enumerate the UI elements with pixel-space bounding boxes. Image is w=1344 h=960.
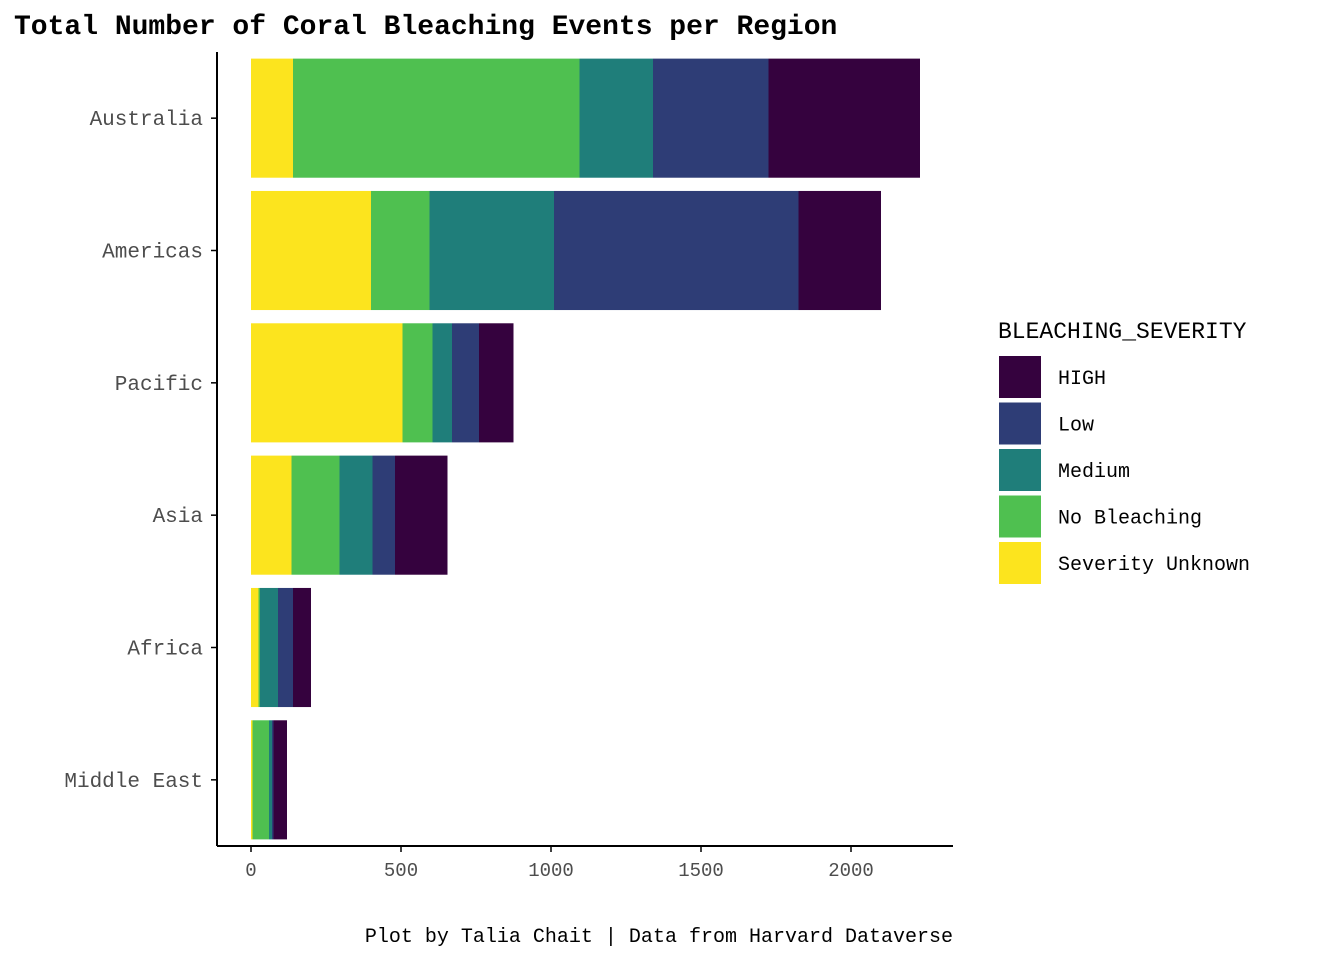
bar-middle-east-high: [273, 720, 287, 840]
bar-americas-high: [798, 190, 881, 311]
chart-caption: Plot by Talia Chait | Data from Harvard …: [365, 926, 953, 949]
bar-pacific-high: [479, 323, 514, 443]
legend-swatch-low: [999, 402, 1041, 445]
bar-asia-medium: [339, 455, 373, 575]
legend-label: Severity Unknown: [1058, 554, 1250, 577]
bar-asia-high: [395, 455, 448, 575]
y-tick-label: Australia: [90, 109, 203, 132]
bar-americas-low: [554, 190, 799, 311]
bar-pacific-medium: [432, 323, 452, 443]
x-tick-label: 0: [245, 860, 256, 882]
bar-africa-low: [278, 587, 293, 708]
bar-australia-low: [653, 58, 769, 178]
legend-swatch-no-bleaching: [999, 495, 1041, 538]
bar-pacific-low: [452, 323, 479, 443]
bar-asia-low: [372, 455, 395, 575]
bar-australia-medium: [579, 58, 653, 178]
bar-pacific-no-bleaching: [402, 323, 433, 443]
y-tick-label: Africa: [127, 639, 203, 662]
y-tick-label: Middle East: [64, 771, 203, 794]
x-axis: 0 500 1000 1500 2000: [217, 845, 953, 882]
legend-label: Medium: [1058, 461, 1130, 484]
chart-title: Total Number of Coral Bleaching Events p…: [14, 12, 837, 43]
bar-africa-high: [293, 587, 311, 708]
bar-middle-east-no-bleaching: [252, 720, 269, 840]
bar-australia-severity-unknown: [251, 58, 293, 178]
legend-title: BLEACHING_SEVERITY: [998, 319, 1247, 345]
bar-asia-no-bleaching: [291, 455, 340, 575]
legend-swatch-high: [999, 356, 1041, 398]
bar-americas-severity-unknown: [251, 190, 371, 311]
y-tick-label: Asia: [153, 506, 203, 529]
y-tick-label: Pacific: [115, 374, 203, 397]
bar-australia-no-bleaching: [293, 58, 580, 178]
bar-americas-no-bleaching: [371, 190, 430, 311]
x-tick-label: 1500: [678, 860, 724, 882]
bar-middle-east-severity-unknown: [251, 720, 253, 840]
bar-africa-no-bleaching: [258, 587, 260, 708]
bar-middle-east-low: [272, 720, 274, 840]
bar-africa-severity-unknown: [251, 587, 259, 708]
x-tick-label: 1000: [528, 860, 574, 882]
x-tick-label: 2000: [828, 860, 874, 882]
y-tick-label: Americas: [102, 242, 203, 265]
legend-label: No Bleaching: [1058, 508, 1202, 531]
legend: BLEACHING_SEVERITY HIGH Low Medium No Bleac…: [998, 319, 1250, 584]
legend-swatch-medium: [999, 449, 1041, 491]
bar-middle-east-medium: [269, 720, 272, 840]
x-tick-label: 500: [384, 860, 418, 882]
bar-africa-medium: [260, 587, 278, 708]
bar-pacific-severity-unknown: [251, 323, 403, 443]
y-axis: Australia Americas Pacific Asia Africa Middle…: [64, 52, 218, 846]
bars-group: [251, 58, 920, 840]
legend-swatch-severity-unknown: [999, 542, 1041, 584]
bar-asia-severity-unknown: [251, 455, 292, 575]
bar-americas-medium: [429, 190, 554, 311]
legend-label: Low: [1058, 415, 1094, 438]
bar-australia-high: [768, 58, 920, 178]
legend-label: HIGH: [1058, 368, 1106, 391]
